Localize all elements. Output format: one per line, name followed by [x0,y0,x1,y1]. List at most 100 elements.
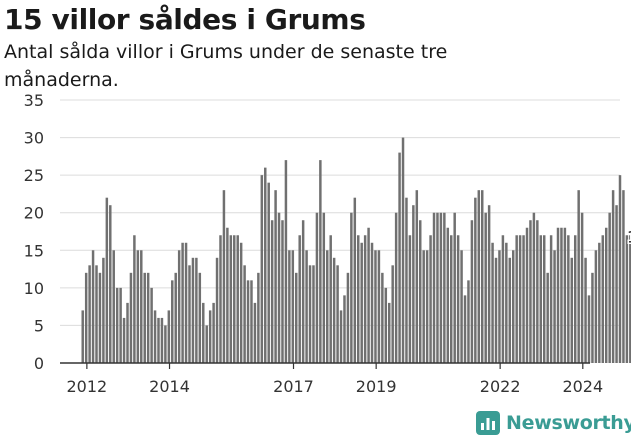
bar [88,265,91,363]
bar [188,265,191,363]
bar [284,160,288,363]
bar [264,167,267,363]
bar [95,265,98,363]
bar [250,280,253,363]
bar [257,272,260,363]
x-tick-label: 2012 [67,377,108,396]
bar [450,235,453,363]
bar [184,242,188,363]
bar [339,310,343,363]
bar [463,295,467,363]
bar [522,235,525,363]
x-tick-label: 2022 [480,377,521,396]
bar [191,257,195,363]
bar [167,310,171,363]
bar [560,227,563,363]
bar [529,220,532,363]
bar [150,287,153,363]
bar [629,235,631,363]
bar [236,235,239,363]
bar [501,235,505,363]
x-tick-label: 2019 [356,377,397,396]
bar [470,220,474,363]
bar [446,227,450,363]
gridlines [60,99,620,326]
bar [181,242,184,363]
bar [122,317,126,363]
bar [315,212,319,363]
bar [474,197,477,363]
latest-value-label: 15 [627,227,631,246]
bar [312,265,315,363]
bar [498,250,501,363]
bar [577,190,580,363]
bar [246,280,250,363]
bar [109,205,112,363]
bar [556,227,560,363]
bar [274,190,277,363]
bar [453,212,456,363]
bar [174,272,177,363]
bar [405,197,408,363]
bar [553,250,556,363]
bar [222,190,226,363]
bar [480,190,484,363]
bar [277,212,281,363]
bar [357,235,360,363]
bar [360,242,363,363]
bar [532,212,536,363]
bar [164,325,167,363]
bar [281,220,284,363]
newsworthy-logo: Newsworthy [476,408,631,438]
bar [494,257,498,363]
bar [291,250,295,363]
bar [329,235,332,363]
bar [298,235,301,363]
bar [171,280,174,363]
bar [408,235,412,363]
bar [419,220,422,363]
bar [601,235,605,363]
bar [456,235,460,363]
bar [622,190,625,363]
bar [129,272,133,363]
bar [301,220,305,363]
bar [195,257,198,363]
bar [484,212,487,363]
bar [229,235,233,363]
bar [594,250,598,363]
bar [270,220,274,363]
y-axis-labels: 0 5 10 15 20 25 30 35 [24,91,44,373]
x-axis: 2012 2014 2017 2019 2022 2024 [60,362,603,396]
bar [436,212,439,363]
bar [394,212,398,363]
bar [226,227,229,363]
bar [374,250,377,363]
bar [153,310,157,363]
bar [119,287,122,363]
y-tick-label: 0 [34,354,44,373]
bar [319,160,322,363]
bar [539,235,543,363]
bar [546,272,549,363]
bar [618,175,622,363]
bar [384,287,388,363]
bar [412,205,415,363]
bar [98,272,102,363]
bar [511,250,515,363]
bar [429,235,432,363]
bar [549,235,553,363]
bar [326,250,329,363]
bar [422,250,425,363]
y-tick-label: 20 [24,204,44,223]
bar [518,235,522,363]
bar [443,212,446,363]
bar [140,250,143,363]
bar [563,227,567,363]
bar [215,257,219,363]
bar [508,257,512,363]
bar [367,227,370,363]
bar [253,302,257,363]
bar [146,272,150,363]
bar [336,265,339,363]
